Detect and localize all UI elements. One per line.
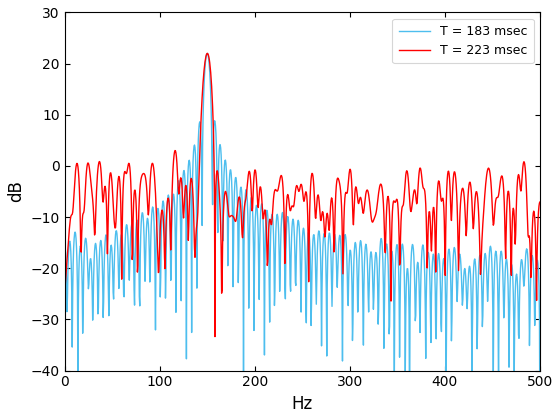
- T = 183 msec: [204, 51, 211, 56]
- T = 223 msec: [110, 201, 116, 206]
- Y-axis label: dB: dB: [7, 181, 25, 202]
- T = 183 msec: [110, 290, 116, 295]
- T = 223 msec: [433, 234, 440, 239]
- T = 223 msec: [254, 203, 261, 208]
- T = 183 msec: [441, 259, 447, 264]
- T = 183 msec: [61, 242, 68, 247]
- T = 223 msec: [536, 200, 543, 205]
- T = 183 msec: [388, 249, 395, 254]
- T = 223 msec: [389, 220, 395, 226]
- T = 223 msec: [61, 288, 68, 293]
- T = 223 msec: [212, 334, 218, 339]
- Line: T = 183 msec: T = 183 msec: [64, 53, 540, 420]
- Line: T = 223 msec: T = 223 msec: [64, 53, 540, 337]
- T = 223 msec: [441, 246, 448, 251]
- T = 183 msec: [254, 208, 260, 213]
- Legend: T = 183 msec, T = 223 msec: T = 183 msec, T = 223 msec: [393, 19, 534, 63]
- X-axis label: Hz: Hz: [292, 395, 313, 413]
- T = 183 msec: [432, 333, 439, 338]
- T = 223 msec: [272, 187, 278, 192]
- T = 183 msec: [271, 303, 278, 308]
- T = 223 msec: [204, 51, 211, 56]
